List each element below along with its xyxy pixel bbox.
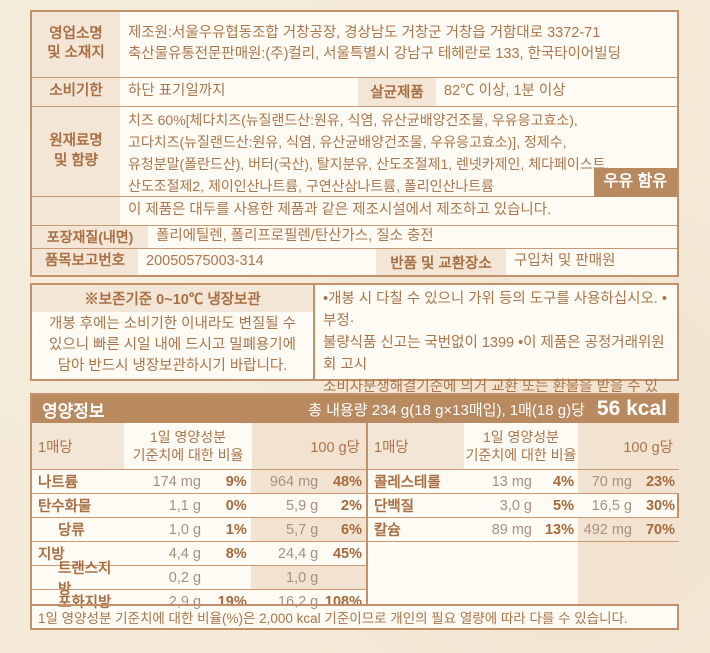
nutrient-pct [207, 566, 251, 589]
nutrient-name: 나트륨 [38, 475, 79, 491]
facility-note-label-cell [32, 197, 120, 226]
nutrient-name: 지방 [38, 547, 65, 563]
nutrient-amount: 3,0 g [499, 497, 532, 514]
business-value: 제조원:서울우유협동조합 거창공장, 경상남도 거창군 거창읍 거함대로 337… [128, 24, 621, 63]
ingredients-row: 원재료명 및 함량 치즈 60%[체다치즈(뉴질랜드산:원유, 식염, 유산균배… [32, 107, 677, 198]
expiry-label: 소비기한 [32, 77, 120, 107]
nutrient-pct: 9% [225, 473, 247, 490]
table-row: 칼슘 89 mg 13% 492 mg 70% [368, 518, 679, 542]
storage-notice-box: ※보존기준 0~10℃ 냉장보관 개봉 후에는 소비기한 이내라도 변질될 수 … [30, 283, 679, 439]
ingredients-text: 치즈 60%[체다치즈(뉴질랜드산:원유, 식염, 유산균배양건조물, 우유응고… [128, 112, 610, 195]
product-info-table: 영업소명 및 소재지 제조원:서울우유협동조합 거창공장, 경상남도 거창군 거… [30, 10, 679, 277]
business-row: 영업소명 및 소재지 제조원:서울우유협동조합 거창공장, 경상남도 거창군 거… [32, 12, 677, 78]
report-number-label: 품목보고번호 [32, 249, 138, 275]
table-row: 탄수화물 1,1 g 0% 5,9 g 2% [32, 494, 366, 518]
per-100g-header: 100 g당 [578, 423, 679, 469]
nutrient-amount: 89 mg [491, 521, 532, 538]
nutrient-pct-100g: 30% [645, 497, 675, 514]
nutrient-pct-100g: 45% [332, 545, 362, 562]
nutrient-name: 당류 [58, 523, 85, 539]
pasteurized-label: 살균제품 [358, 77, 436, 107]
per-100g-header: 100 g당 [252, 423, 366, 469]
nutrient-amount-100g: 5,7 g [250, 518, 325, 541]
table-filler [368, 542, 679, 604]
nutrition-facts-box: 영양정보 총 내용량 234 g(18 g×13매입), 1매(18 g)당 5… [30, 393, 679, 630]
nutrient-pct: 8% [225, 545, 247, 562]
milk-allergen-badge: 우유 함유 [593, 168, 677, 198]
nutrient-amount-100g: 16,5 g [591, 497, 632, 514]
consumer-notice-text: •개봉 시 다칠 수 있으니 가위 등의 도구를 사용하십시오. •부정· 불량… [323, 291, 667, 439]
return-exchange-value: 구입처 및 판매원 [514, 253, 616, 270]
business-label: 영업소명 및 소재지 [32, 12, 120, 77]
expiry-value: 하단 표기일까지 [128, 83, 226, 100]
nutrient-name: 트랜스지방 [58, 560, 112, 598]
report-number-row: 품목보고번호 20050575003-314 반품 및 교환장소 구입처 및 판… [32, 249, 677, 275]
nutrient-name: 콜레스테롤 [374, 475, 441, 491]
table-row: 트랜스지방 0,2 g 1,0 g [32, 560, 366, 598]
table-row: 당류 1,0 g 1% 5,7 g 6% [32, 518, 366, 542]
nutrient-name: 탄수화물 [38, 499, 92, 515]
nutrient-pct-100g [324, 566, 366, 589]
table-row: 콜레스테롤 13 mg 4% 70 mg 23% [368, 470, 679, 494]
nutrient-name: 포화지방 [58, 595, 112, 611]
daily-pct-header: 1일 영양성분 기준치에 대한 비율 [132, 428, 244, 463]
nutrient-amount-100g: 492 mg [578, 518, 638, 541]
storage-panel: ※보존기준 0~10℃ 냉장보관 개봉 후에는 소비기한 이내라도 변질될 수 … [32, 285, 315, 379]
nutrient-pct: 13% [544, 521, 574, 538]
nutrition-table-right: 1매당 1일 영양성분 기준치에 대한 비율 100 g당 콜레스테롤 13 m… [368, 423, 679, 604]
nutrition-header-bar: 영양정보 총 내용량 234 g(18 g×13매입), 1매(18 g)당 5… [32, 395, 677, 423]
nutrient-amount-100g: 70 mg [578, 470, 638, 493]
nutrient-pct-100g: 23% [638, 470, 679, 493]
nutrient-pct-100g: 6% [324, 518, 366, 541]
nutrition-footnote: 1일 영양성분 기준치에 대한 비율(%)은 2,000 kcal 기준이므로 … [32, 604, 677, 628]
daily-pct-header: 1일 영양성분 기준치에 대한 비율 [465, 428, 577, 463]
packaging-label: 포장재질(내면) [32, 226, 148, 249]
nutrient-pct-100g: 48% [324, 470, 366, 493]
nutrient-amount: 0,2 g [168, 569, 202, 586]
total-content-label: 총 내용량 234 g(18 g×13매입), 1매(18 g)당 [308, 401, 585, 419]
per-item-header: 1매당 [32, 423, 124, 469]
nutrient-amount: 1,0 g [168, 521, 202, 538]
nutrient-pct: 0% [225, 497, 247, 514]
ingredients-label: 원재료명 및 함량 [32, 107, 120, 197]
nutrition-title: 영양정보 [42, 401, 105, 421]
nutrition-table-left: 1매당 1일 영양성분 기준치에 대한 비율 100 g당 나트륨 174 mg… [32, 423, 368, 611]
report-number-value: 20050575003-314 [146, 253, 264, 270]
kcal-value: 56 kcal [596, 397, 667, 420]
facility-note: 이 제품은 대두를 사용한 제품과 같은 제조시설에서 제조하고 있습니다. [128, 202, 552, 219]
table-row: 지방 4,4 g 8% 24,4 g 45% [32, 542, 366, 566]
nutrient-amount-100g: 1,0 g [250, 566, 325, 589]
per-item-header: 1매당 [368, 423, 464, 469]
ingredients-value: 치즈 60%[체다치즈(뉴질랜드산:원유, 식염, 유산균배양건조물, 우유응고… [120, 107, 677, 198]
nutrient-pct: 4% [553, 473, 574, 490]
packaging-row: 포장재질(내면) 폴리에틸렌, 폴리프로필렌/탄산가스, 질소 충전 [32, 226, 677, 250]
return-exchange-label: 반품 및 교환장소 [376, 249, 506, 275]
table-row: 단백질 3,0 g 5% 16,5 g 30% [368, 494, 679, 518]
right-table-header: 1매당 1일 영양성분 기준치에 대한 비율 100 g당 [368, 423, 679, 470]
facility-note-row: 이 제품은 대두를 사용한 제품과 같은 제조시설에서 제조하고 있습니다. [32, 197, 677, 227]
nutrient-amount: 174 mg [152, 473, 201, 490]
nutrient-amount-100g: 5,9 g [285, 497, 319, 514]
pasteurized-value: 82℃ 이상, 1분 이상 [444, 83, 566, 100]
nutrient-name: 칼슘 [374, 523, 401, 539]
nutrient-amount: 4,4 g [168, 545, 201, 562]
nutrition-total: 총 내용량 234 g(18 g×13매입), 1매(18 g)당 56 kca… [308, 397, 667, 421]
nutrient-amount: 1,1 g [168, 497, 201, 514]
nutrient-amount: 13 mg [491, 473, 532, 490]
nutrient-pct: 1% [225, 521, 247, 538]
table-row: 나트륨 174 mg 9% 964 mg 48% [32, 470, 366, 494]
packaging-value: 폴리에틸렌, 폴리프로필렌/탄산가스, 질소 충전 [156, 228, 434, 245]
nutrient-name: 단백질 [374, 499, 415, 515]
storage-instructions: 개봉 후에는 소비기한 이내라도 변질될 수 있으니 빠른 시일 내에 드시고 … [49, 316, 296, 374]
nutrient-pct-100g: 70% [638, 518, 679, 541]
left-table-header: 1매당 1일 영양성분 기준치에 대한 비율 100 g당 [32, 423, 366, 470]
nutrition-tables: 1매당 1일 영양성분 기준치에 대한 비율 100 g당 나트륨 174 mg… [32, 423, 679, 611]
nutrient-pct-100g: 2% [341, 497, 362, 514]
storage-title: ※보존기준 0~10℃ 냉장보관 [32, 285, 313, 312]
nutrient-amount-100g: 964 mg [250, 470, 325, 493]
nutrient-amount-100g: 24,4 g [277, 545, 319, 562]
expiry-row: 소비기한 하단 표기일까지 살균제품 82℃ 이상, 1분 이상 [32, 77, 677, 108]
nutrient-pct: 5% [553, 497, 574, 514]
